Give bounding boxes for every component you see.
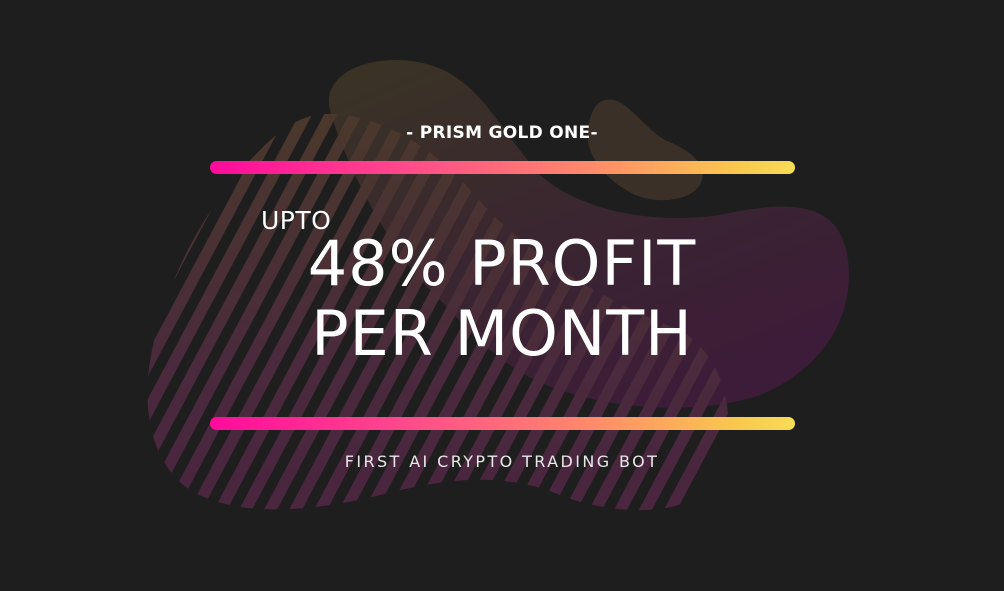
- tagline: FIRST AI CRYPTO TRADING BOT: [344, 452, 660, 471]
- headline-per-month: PER MONTH: [311, 297, 693, 370]
- headline-profit: 48% PROFIT: [307, 227, 697, 300]
- upto-label: UPTO: [261, 206, 332, 235]
- background-small-blob: [587, 99, 703, 201]
- bottom-gradient-divider: [210, 417, 795, 430]
- top-gradient-divider: [210, 161, 795, 174]
- product-subtitle: - PRISM GOLD ONE-: [406, 123, 598, 143]
- background-blob: [328, 60, 849, 408]
